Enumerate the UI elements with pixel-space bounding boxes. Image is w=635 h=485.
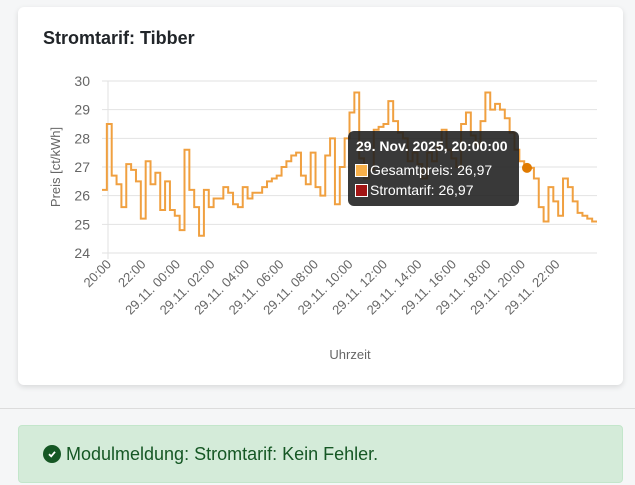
y-tick-label: 29 <box>74 102 90 118</box>
check-circle-icon <box>43 445 61 463</box>
hover-point <box>522 162 532 173</box>
y-tick-label: 24 <box>74 245 90 261</box>
x-axis-label: Uhrzeit <box>329 347 371 362</box>
chart-tooltip: 29. Nov. 2025, 20:00:00 Gesamtpreis: 26,… <box>348 131 519 206</box>
divider <box>0 408 635 409</box>
y-axis-label: Preis [ct/kWh] <box>48 127 63 207</box>
y-tick-label: 27 <box>74 159 90 175</box>
y-tick-label: 30 <box>74 73 90 89</box>
y-tick-label: 28 <box>74 130 90 146</box>
card-title: Stromtarif: Tibber <box>43 28 195 48</box>
legend-swatch-icon <box>355 163 368 177</box>
tooltip-label: Stromtarif: 26,97 <box>370 182 474 198</box>
y-tick-label: 25 <box>74 216 90 232</box>
alert-text: Modulmeldung: Stromtarif: Kein Fehler. <box>66 443 379 464</box>
tooltip-title: 29. Nov. 2025, 20:00:00 <box>356 138 508 154</box>
y-tick-label: 26 <box>74 188 90 204</box>
legend-swatch-icon <box>355 183 368 197</box>
tooltip-label: Gesamtpreis: 26,97 <box>370 162 493 178</box>
tooltip-row-gesamtpreis: Gesamtpreis: 26,97 <box>355 162 492 178</box>
tooltip-row-stromtarif: Stromtarif: 26,97 <box>355 182 474 198</box>
x-tick-label: 20:00 <box>81 257 115 291</box>
module-status-alert: Modulmeldung: Stromtarif: Kein Fehler. <box>18 425 623 483</box>
